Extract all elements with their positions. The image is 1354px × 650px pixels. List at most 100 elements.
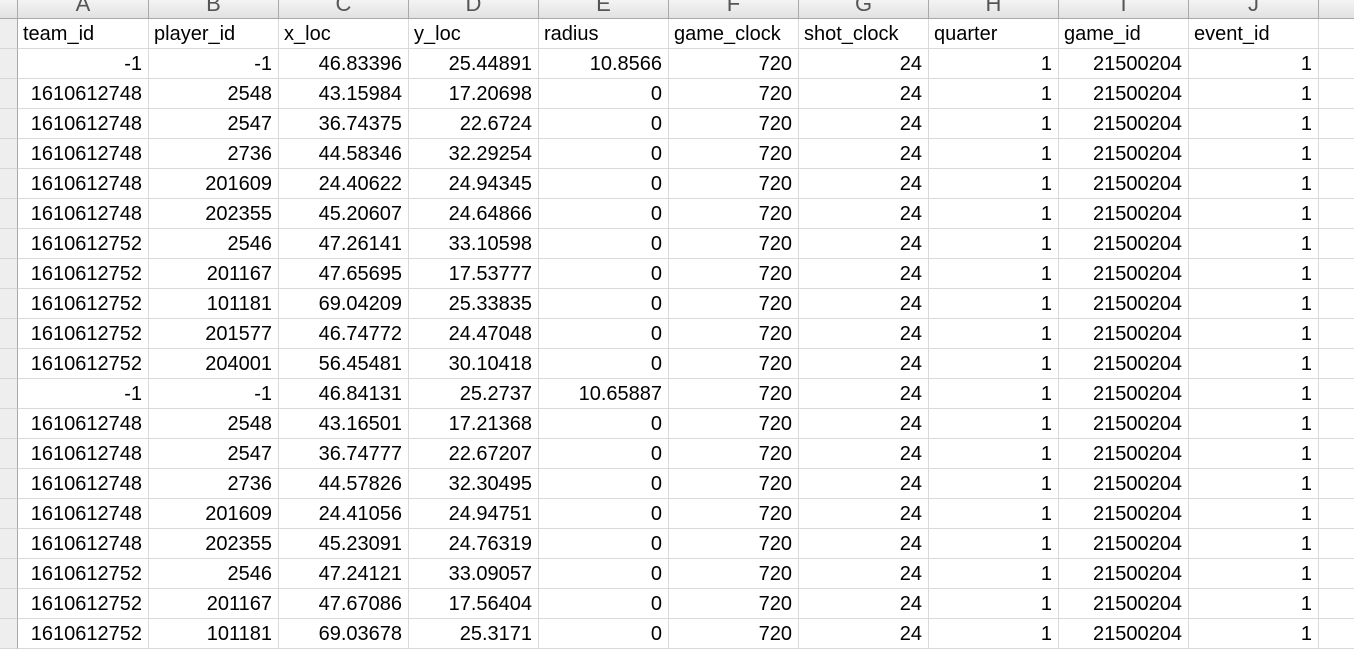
table-cell[interactable]: 24 xyxy=(799,109,929,139)
table-cell[interactable]: 201609 xyxy=(149,499,279,529)
table-cell[interactable]: 1610612752 xyxy=(18,289,149,319)
table-cell[interactable]: 1610612748 xyxy=(18,199,149,229)
table-cell[interactable]: 21500204 xyxy=(1059,79,1189,109)
empty-cell[interactable] xyxy=(1319,559,1354,589)
empty-cell[interactable] xyxy=(1319,199,1354,229)
table-cell[interactable]: 24.94751 xyxy=(409,499,539,529)
header-cell[interactable]: team_id xyxy=(18,19,149,49)
table-cell[interactable]: 1610612752 xyxy=(18,589,149,619)
table-cell[interactable]: 1610612752 xyxy=(18,229,149,259)
header-cell[interactable]: y_loc xyxy=(409,19,539,49)
empty-cell[interactable] xyxy=(1319,259,1354,289)
table-cell[interactable]: 21500204 xyxy=(1059,109,1189,139)
table-cell[interactable]: 17.56404 xyxy=(409,589,539,619)
table-cell[interactable]: 0 xyxy=(539,559,669,589)
table-cell[interactable]: 24 xyxy=(799,49,929,79)
table-cell[interactable]: 24 xyxy=(799,499,929,529)
table-cell[interactable]: 36.74777 xyxy=(279,439,409,469)
table-cell[interactable]: 202355 xyxy=(149,529,279,559)
table-cell[interactable]: 0 xyxy=(539,229,669,259)
empty-cell[interactable] xyxy=(1319,229,1354,259)
row-gutter[interactable] xyxy=(0,439,18,469)
table-cell[interactable]: 24 xyxy=(799,559,929,589)
table-cell[interactable]: 1 xyxy=(929,559,1059,589)
row-gutter[interactable] xyxy=(0,469,18,499)
empty-cell[interactable] xyxy=(1319,409,1354,439)
empty-cell[interactable] xyxy=(1319,529,1354,559)
table-cell[interactable]: 69.04209 xyxy=(279,289,409,319)
table-cell[interactable]: 1610612748 xyxy=(18,169,149,199)
row-gutter[interactable] xyxy=(0,349,18,379)
table-cell[interactable]: 24 xyxy=(799,289,929,319)
column-letter-b[interactable]: B xyxy=(149,0,279,18)
table-cell[interactable]: 0 xyxy=(539,589,669,619)
table-cell[interactable]: 1 xyxy=(1189,379,1319,409)
header-cell[interactable]: player_id xyxy=(149,19,279,49)
empty-cell[interactable] xyxy=(1319,589,1354,619)
empty-cell[interactable] xyxy=(1319,619,1354,649)
table-cell[interactable]: 2736 xyxy=(149,469,279,499)
table-cell[interactable]: 1 xyxy=(1189,529,1319,559)
header-cell[interactable]: game_id xyxy=(1059,19,1189,49)
table-cell[interactable]: 720 xyxy=(669,589,799,619)
table-cell[interactable]: 47.26141 xyxy=(279,229,409,259)
table-cell[interactable]: 1 xyxy=(1189,349,1319,379)
table-cell[interactable]: 25.33835 xyxy=(409,289,539,319)
table-cell[interactable]: 720 xyxy=(669,469,799,499)
header-cell[interactable]: game_clock xyxy=(669,19,799,49)
table-cell[interactable]: 21500204 xyxy=(1059,619,1189,649)
empty-cell[interactable] xyxy=(1319,139,1354,169)
table-cell[interactable]: 32.30495 xyxy=(409,469,539,499)
table-cell[interactable]: 201577 xyxy=(149,319,279,349)
table-cell[interactable]: 24 xyxy=(799,469,929,499)
table-cell[interactable]: 21500204 xyxy=(1059,409,1189,439)
table-cell[interactable]: 47.65695 xyxy=(279,259,409,289)
table-cell[interactable]: 1610612748 xyxy=(18,469,149,499)
table-cell[interactable]: 1 xyxy=(929,529,1059,559)
table-cell[interactable]: 0 xyxy=(539,139,669,169)
table-cell[interactable]: 720 xyxy=(669,619,799,649)
table-cell[interactable]: -1 xyxy=(18,379,149,409)
table-cell[interactable]: 69.03678 xyxy=(279,619,409,649)
table-cell[interactable]: 46.83396 xyxy=(279,49,409,79)
empty-cell[interactable] xyxy=(1319,469,1354,499)
table-cell[interactable]: 17.21368 xyxy=(409,409,539,439)
table-cell[interactable]: 0 xyxy=(539,259,669,289)
table-cell[interactable]: 720 xyxy=(669,79,799,109)
table-cell[interactable]: 17.20698 xyxy=(409,79,539,109)
table-cell[interactable]: 1610612752 xyxy=(18,319,149,349)
row-gutter[interactable] xyxy=(0,379,18,409)
column-letter-h[interactable]: H xyxy=(929,0,1059,18)
table-cell[interactable]: 1610612748 xyxy=(18,139,149,169)
table-cell[interactable]: 1 xyxy=(1189,559,1319,589)
table-cell[interactable]: 201167 xyxy=(149,589,279,619)
table-cell[interactable]: 201609 xyxy=(149,169,279,199)
table-cell[interactable]: 24 xyxy=(799,79,929,109)
table-cell[interactable]: 24.94345 xyxy=(409,169,539,199)
table-cell[interactable]: 24.40622 xyxy=(279,169,409,199)
table-cell[interactable]: 21500204 xyxy=(1059,319,1189,349)
table-cell[interactable]: 0 xyxy=(539,439,669,469)
table-cell[interactable]: 101181 xyxy=(149,619,279,649)
table-cell[interactable]: 24.41056 xyxy=(279,499,409,529)
table-cell[interactable]: 1610612748 xyxy=(18,529,149,559)
table-cell[interactable]: 1 xyxy=(1189,499,1319,529)
table-cell[interactable]: 1 xyxy=(929,439,1059,469)
empty-cell[interactable] xyxy=(1319,289,1354,319)
table-cell[interactable]: 24 xyxy=(799,589,929,619)
table-cell[interactable]: 30.10418 xyxy=(409,349,539,379)
table-cell[interactable]: 1 xyxy=(929,79,1059,109)
table-cell[interactable]: 32.29254 xyxy=(409,139,539,169)
table-cell[interactable]: 1 xyxy=(929,619,1059,649)
table-cell[interactable]: 24 xyxy=(799,619,929,649)
table-cell[interactable]: 21500204 xyxy=(1059,259,1189,289)
table-cell[interactable]: 1 xyxy=(1189,409,1319,439)
column-letter-a[interactable]: A xyxy=(18,0,149,18)
table-cell[interactable]: 21500204 xyxy=(1059,349,1189,379)
table-cell[interactable]: 1 xyxy=(929,229,1059,259)
column-letter-f[interactable]: F xyxy=(669,0,799,18)
table-cell[interactable]: 204001 xyxy=(149,349,279,379)
table-cell[interactable]: 0 xyxy=(539,199,669,229)
table-cell[interactable]: 101181 xyxy=(149,289,279,319)
row-gutter[interactable] xyxy=(0,409,18,439)
